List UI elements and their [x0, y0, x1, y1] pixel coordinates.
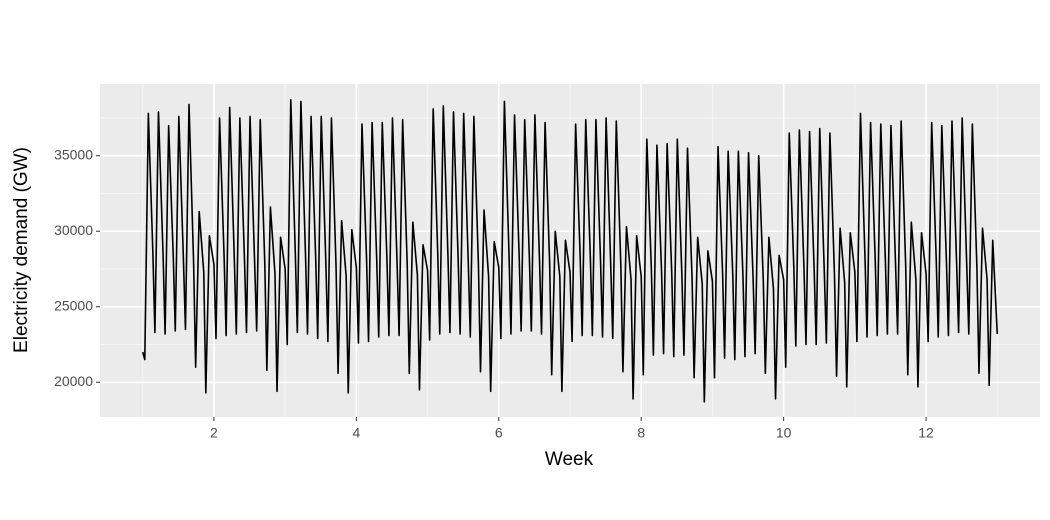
y-axis-title: Electricity demand (GW): [11, 147, 32, 353]
x-tick-label: 10: [776, 425, 792, 441]
y-tick-label: 30000: [54, 222, 93, 238]
y-tick-label: 35000: [54, 146, 93, 162]
x-tick-label: 6: [495, 425, 503, 441]
y-tick-label: 20000: [54, 373, 93, 389]
x-axis-title: Week: [545, 449, 594, 470]
x-tick-label: 2: [210, 425, 218, 441]
x-tick-label: 8: [637, 425, 645, 441]
y-tick-label: 25000: [54, 297, 93, 313]
x-tick-label: 12: [918, 425, 934, 441]
x-tick-label: 4: [352, 425, 360, 441]
line: [141, 99, 999, 403]
